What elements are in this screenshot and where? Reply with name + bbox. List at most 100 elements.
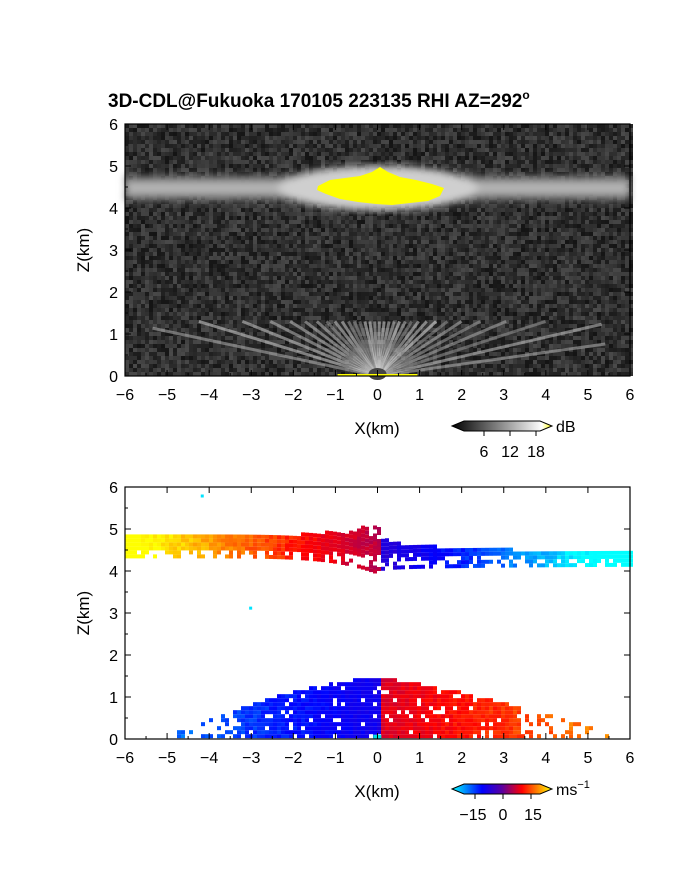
noise-cell [393, 256, 397, 260]
noise-cell [453, 272, 457, 276]
noise-cell [341, 152, 345, 156]
noise-cell [245, 276, 249, 280]
noise-cell [585, 144, 589, 148]
noise-cell [589, 136, 593, 140]
noise-cell [593, 168, 597, 172]
noise-cell [285, 160, 289, 164]
noise-cell [581, 212, 585, 216]
noise-cell [281, 204, 285, 208]
noise-cell [409, 152, 413, 156]
noise-cell [161, 132, 165, 136]
noise-cell [221, 244, 225, 248]
noise-cell [369, 216, 373, 220]
noise-cell [261, 236, 265, 240]
noise-cell [485, 128, 489, 132]
noise-cell [257, 276, 261, 280]
noise-cell [517, 228, 521, 232]
noise-cell [285, 252, 289, 256]
noise-cell [393, 208, 397, 212]
noise-cell [217, 128, 221, 132]
noise-cell [565, 276, 569, 280]
noise-cell [605, 248, 609, 252]
noise-cell [473, 216, 477, 220]
noise-cell [481, 260, 485, 264]
noise-cell [329, 140, 333, 144]
noise-cell [461, 148, 465, 152]
noise-cell [513, 208, 517, 212]
noise-cell [221, 248, 225, 252]
noise-cell [485, 216, 489, 220]
noise-cell [529, 236, 533, 240]
noise-cell [309, 264, 313, 268]
noise-cell [333, 248, 337, 252]
noise-cell [329, 268, 333, 272]
noise-cell [569, 140, 573, 144]
noise-cell [293, 140, 297, 144]
noise-cell [297, 244, 301, 248]
noise-cell [201, 164, 205, 168]
noise-cell [385, 264, 389, 268]
noise-cell [493, 232, 497, 236]
noise-cell [249, 248, 253, 252]
noise-cell [505, 212, 509, 216]
noise-cell [573, 164, 577, 168]
noise-cell [293, 172, 297, 176]
noise-cell [177, 224, 181, 228]
noise-cell [141, 208, 145, 212]
noise-cell [521, 264, 525, 268]
noise-cell [593, 212, 597, 216]
noise-cell [369, 240, 373, 244]
noise-cell [349, 224, 353, 228]
noise-cell [229, 268, 233, 272]
noise-cell [565, 164, 569, 168]
noise-cell [565, 220, 569, 224]
noise-cell [253, 160, 257, 164]
noise-cell [265, 140, 269, 144]
noise-cell [305, 276, 309, 280]
noise-cell [361, 140, 365, 144]
noise-cell [517, 212, 521, 216]
noise-cell [585, 156, 589, 160]
noise-cell [621, 152, 625, 156]
noise-cell [269, 248, 273, 252]
noise-cell [601, 208, 605, 212]
noise-cell [501, 220, 505, 224]
noise-cell [257, 280, 261, 284]
noise-cell [205, 252, 209, 256]
noise-cell [629, 160, 633, 164]
noise-cell [529, 240, 533, 244]
noise-cell [153, 164, 157, 168]
noise-cell [429, 156, 433, 160]
noise-cell [617, 236, 621, 240]
noise-cell [337, 136, 341, 140]
noise-cell [457, 232, 461, 236]
noise-cell [301, 144, 305, 148]
noise-cell [433, 248, 437, 252]
noise-cell [521, 144, 525, 148]
noise-cell [197, 264, 201, 268]
noise-cell [273, 140, 277, 144]
noise-cell [489, 216, 493, 220]
noise-cell [345, 260, 349, 264]
noise-cell [281, 140, 285, 144]
noise-cell [381, 160, 385, 164]
noise-cell [209, 216, 213, 220]
noise-cell [381, 156, 385, 160]
noise-cell [177, 128, 181, 132]
noise-cell [585, 140, 589, 144]
noise-cell [129, 232, 133, 236]
noise-cell [497, 268, 501, 272]
noise-cell [625, 244, 629, 248]
noise-cell [529, 252, 533, 256]
noise-cell [209, 260, 213, 264]
noise-cell [433, 208, 437, 212]
noise-cell [205, 200, 209, 204]
noise-cell [265, 132, 269, 136]
noise-cell [229, 260, 233, 264]
noise-cell [201, 276, 205, 280]
noise-cell [381, 240, 385, 244]
noise-cell [145, 168, 149, 172]
noise-cell [221, 152, 225, 156]
noise-cell [349, 228, 353, 232]
noise-cell [533, 256, 537, 260]
